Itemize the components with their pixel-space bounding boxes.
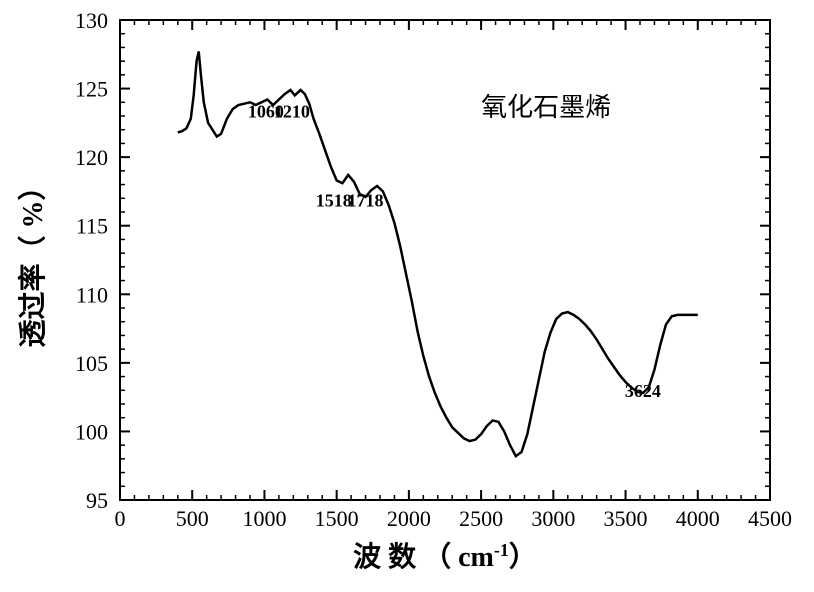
x-axis-title: 波 数 （ cm-1） xyxy=(353,540,537,573)
ir-spectrum-chart: 0 500 1000 1500 2000 2500 3000 3500 4000 4500 95 10… xyxy=(0,0,814,592)
x-tick-label: 1000 xyxy=(242,506,286,531)
x-tick-label: 2500 xyxy=(459,506,503,531)
y-tick-label: 105 xyxy=(75,351,108,376)
peak-label: 1210 xyxy=(274,101,310,121)
y-tick-label: 130 xyxy=(75,8,108,33)
series-legend: 氧化石墨烯 xyxy=(481,93,611,122)
x-tick-label: 1500 xyxy=(315,506,359,531)
peak-label: 1518 xyxy=(316,191,352,211)
peak-label: 3624 xyxy=(625,381,661,401)
x-tick-label: 4000 xyxy=(676,506,720,531)
y-tick-label: 95 xyxy=(86,488,108,513)
y-tick-label: 110 xyxy=(76,282,108,307)
y-tick-label: 125 xyxy=(75,77,108,102)
x-tick-label: 0 xyxy=(115,506,126,531)
y-tick-label: 120 xyxy=(75,145,108,170)
x-tick-label: 4500 xyxy=(748,506,792,531)
y-tick-label: 115 xyxy=(76,214,108,239)
x-tick-label: 2000 xyxy=(387,506,431,531)
chart-svg: 0 500 1000 1500 2000 2500 3000 3500 4000 4500 95 10… xyxy=(0,0,814,592)
peak-label: 1718 xyxy=(348,191,384,211)
x-tick-label: 3000 xyxy=(531,506,575,531)
y-tick-label: 100 xyxy=(75,419,108,444)
x-tick-label: 3500 xyxy=(604,506,648,531)
x-tick-label: 500 xyxy=(176,506,209,531)
y-axis-title: 透过率（ %） xyxy=(16,172,49,347)
